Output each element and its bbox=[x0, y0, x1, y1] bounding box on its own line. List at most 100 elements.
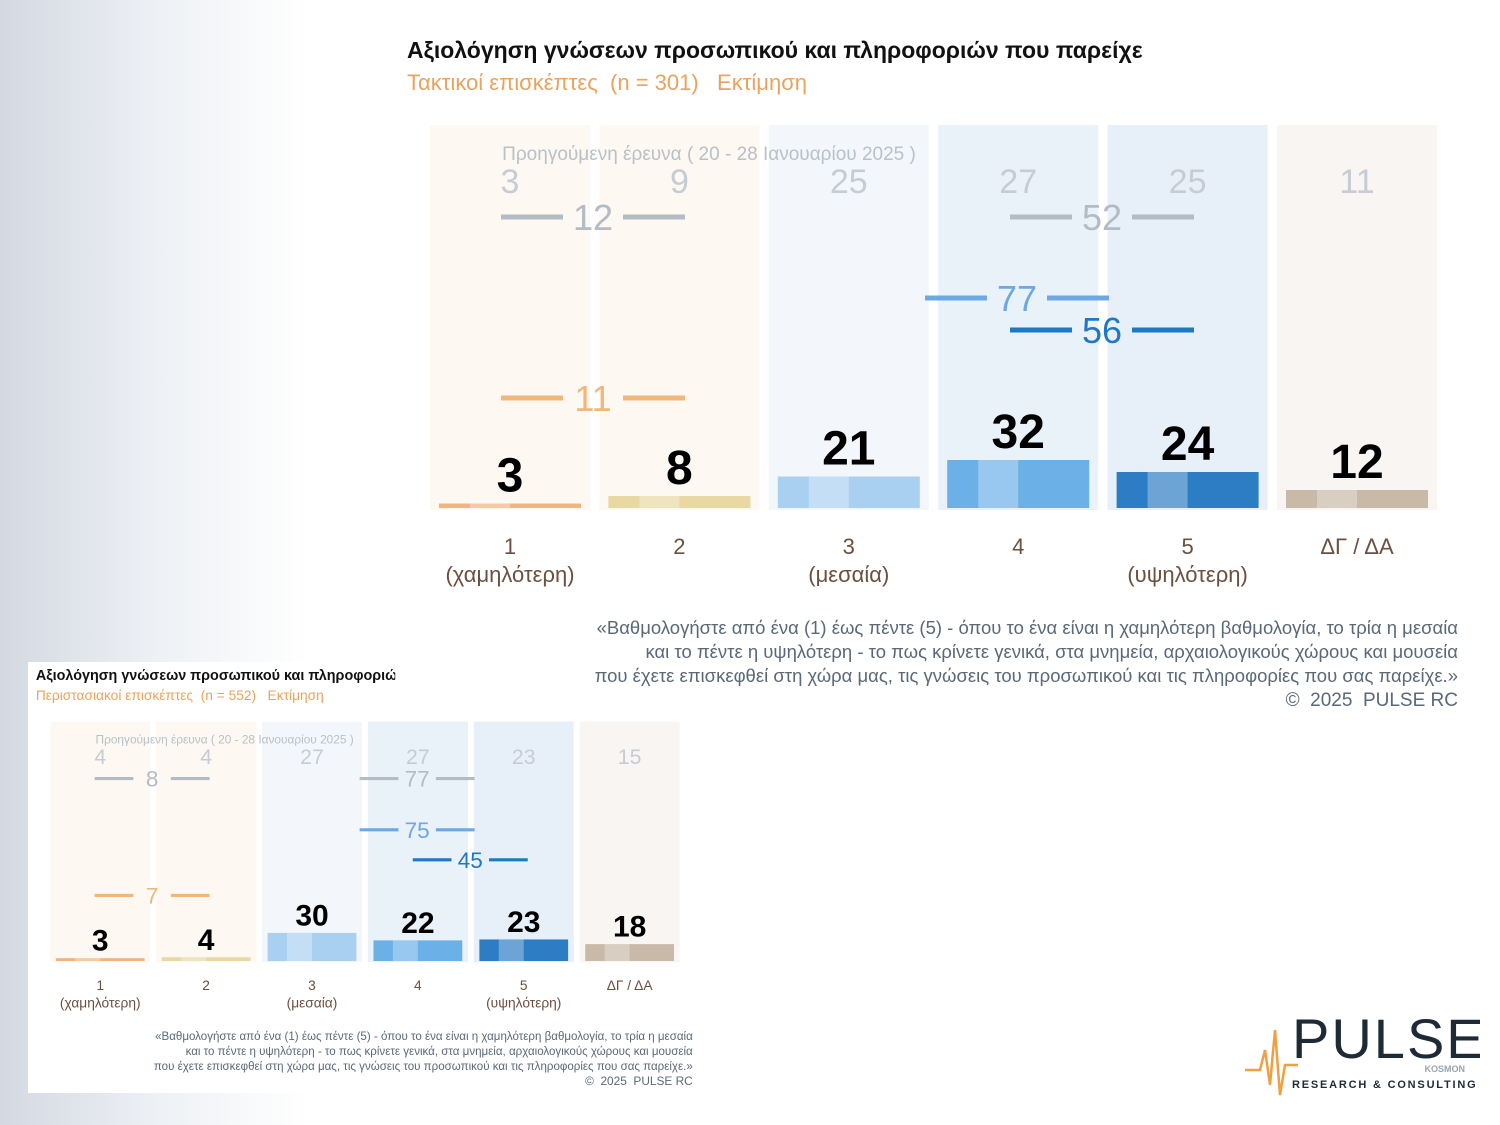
source: © 2025 PULSE RC bbox=[585, 1074, 693, 1088]
previous-value: 9 bbox=[670, 163, 689, 201]
bar-shine bbox=[180, 957, 206, 962]
value-label: 23 bbox=[507, 906, 540, 939]
question-note: «Βαθμολογήστε από ένα (1) έως πέντε (5) … bbox=[155, 1031, 693, 1043]
chart: Αξιολόγηση γνώσεων προσωπικού και πληροφ… bbox=[380, 20, 1480, 720]
logo-tagline: RESEARCH & CONSULTING bbox=[1292, 1079, 1478, 1091]
value-label: 3 bbox=[92, 925, 109, 958]
value-label: 8 bbox=[666, 442, 693, 495]
previous-value: 11 bbox=[1339, 163, 1374, 201]
bar bbox=[1286, 490, 1428, 508]
bar bbox=[439, 503, 581, 508]
bar-shine bbox=[978, 460, 1019, 508]
source: © 2025 PULSE RC bbox=[1286, 690, 1458, 711]
column-panel bbox=[599, 125, 760, 510]
column-panel bbox=[367, 722, 468, 963]
bar bbox=[608, 496, 751, 508]
value-label: 24 bbox=[1161, 418, 1215, 471]
bar-shine bbox=[498, 939, 524, 962]
summary-value: 77 bbox=[404, 767, 429, 792]
chart-svg: Αξιολόγηση γνώσεων προσωπικού και πληροφ… bbox=[36, 668, 693, 1088]
value-label: 12 bbox=[1330, 436, 1383, 489]
summary-value: 12 bbox=[573, 197, 613, 238]
logo-pulse bbox=[1245, 1029, 1298, 1096]
column-panel bbox=[1277, 125, 1437, 510]
bar-shine bbox=[808, 476, 849, 508]
previous-value: 27 bbox=[406, 746, 430, 770]
question-note: και το πέντε η υψηλότερη - το πως κρίνετ… bbox=[645, 641, 1458, 662]
question-note: που έχετε επισκεφθεί στη χώρα μας, τις γ… bbox=[154, 1061, 693, 1073]
previous-value: 25 bbox=[830, 163, 868, 201]
previous-value: 4 bbox=[200, 746, 212, 770]
category-label: 2 bbox=[673, 534, 686, 559]
bar-shine bbox=[286, 933, 312, 962]
category-label: ΔΓ / ΔΑ bbox=[606, 977, 653, 994]
value-label: 4 bbox=[198, 924, 215, 957]
category-label: 3 (μεσαία) bbox=[808, 534, 890, 587]
question-note: που έχετε επισκεφθεί στη χώρα μας, τις γ… bbox=[595, 665, 1458, 686]
bar bbox=[161, 957, 251, 962]
bar-shine bbox=[604, 944, 630, 962]
summary-value: 52 bbox=[1082, 197, 1122, 238]
bar bbox=[267, 933, 357, 962]
category-label: 4 bbox=[413, 977, 422, 994]
column-panel bbox=[938, 125, 1099, 510]
chart-title: Αξιολόγηση γνώσεων προσωπικού και πληροφ… bbox=[407, 37, 1143, 63]
previous-value: 27 bbox=[300, 746, 324, 770]
column-panel bbox=[261, 722, 362, 963]
bar bbox=[1116, 472, 1259, 508]
value-label: 3 bbox=[497, 450, 524, 503]
chart-svg: Αξιολόγηση γνώσεων προσωπικού και πληροφ… bbox=[407, 37, 1459, 711]
previous-value: 27 bbox=[999, 163, 1037, 201]
bar bbox=[947, 460, 1090, 508]
value-label: 30 bbox=[295, 900, 328, 933]
category-label: 3 (μεσαία) bbox=[286, 977, 338, 1011]
bar bbox=[55, 958, 145, 962]
summary-value: 11 bbox=[574, 378, 611, 419]
logo-name: PULSE bbox=[1292, 1010, 1480, 1070]
previous-value: 25 bbox=[1169, 163, 1207, 201]
summary-value: 75 bbox=[404, 818, 429, 843]
previous-value: 15 bbox=[618, 746, 642, 770]
question-note: και το πέντε η υψηλότερη - το πως κρίνετ… bbox=[185, 1046, 692, 1058]
chart: Αξιολόγηση γνώσεων προσωπικού και πληροφ… bbox=[19, 656, 707, 1094]
bar-shine bbox=[1147, 472, 1188, 508]
bar bbox=[777, 476, 920, 508]
value-label: 18 bbox=[613, 911, 646, 944]
bar-shine bbox=[392, 940, 418, 962]
category-label: 5 (υψηλότερη) bbox=[485, 977, 562, 1011]
summary-value: 8 bbox=[146, 767, 159, 792]
summary-value: 56 bbox=[1082, 310, 1122, 351]
category-label: ΔΓ / ΔΑ bbox=[1320, 534, 1394, 559]
value-label: 32 bbox=[992, 406, 1045, 459]
column-panel bbox=[155, 722, 256, 963]
column-panel bbox=[768, 125, 929, 510]
category-label: 1 (χαμηλότερη) bbox=[445, 534, 575, 587]
column-panel bbox=[1107, 125, 1268, 510]
value-label: 21 bbox=[822, 423, 875, 476]
category-label: 5 (υψηλότερη) bbox=[1127, 534, 1248, 587]
value-label: 22 bbox=[401, 907, 434, 940]
bar bbox=[585, 944, 674, 962]
logo: PULSE KOSMON RESEARCH & CONSULTING bbox=[1245, 1010, 1480, 1096]
previous-value: 3 bbox=[501, 163, 520, 201]
column-panel bbox=[50, 722, 150, 963]
logo-sub: KOSMON bbox=[1425, 1064, 1466, 1074]
category-label: 4 bbox=[1012, 534, 1025, 559]
bar bbox=[373, 940, 462, 962]
previous-label: Προηγούμενη έρευνα ( 20 - 28 Ιανουαρίου … bbox=[502, 144, 916, 165]
title-group: Αξιολόγηση γνώσεων προσωπικού και πληροφ… bbox=[36, 668, 405, 684]
chart-subtitle: Τακτικοί επισκέπτες (n = 301) Εκτίμηση bbox=[407, 70, 807, 95]
previous-value: 23 bbox=[512, 746, 536, 770]
summary-value: 7 bbox=[146, 884, 159, 909]
chart-subtitle: Περιστασιακοί επισκέπτες (n = 552) Εκτίμ… bbox=[36, 688, 324, 703]
bar bbox=[479, 939, 568, 962]
column-panel bbox=[473, 722, 574, 963]
category-label: 2 bbox=[202, 977, 210, 994]
bar-shine bbox=[1317, 490, 1357, 508]
question-note: «Βαθμολογήστε από ένα (1) έως πέντε (5) … bbox=[597, 617, 1459, 638]
previous-label: Προηγούμενη έρευνα ( 20 - 28 Ιανουαρίου … bbox=[95, 733, 353, 747]
chart-title: Αξιολόγηση γνώσεων προσωπικού και πληροφ… bbox=[36, 668, 405, 684]
column-panel bbox=[430, 125, 590, 510]
bar-shine bbox=[75, 958, 100, 962]
